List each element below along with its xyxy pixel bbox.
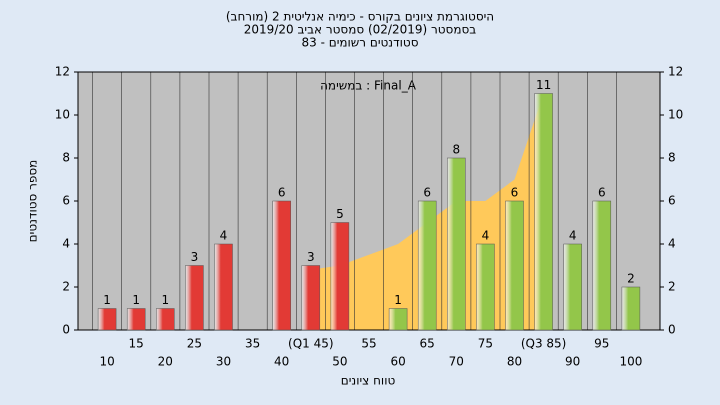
y-tick-label: 6 [668,194,676,208]
bar [156,308,175,331]
plot-border [77,71,661,331]
data-label: 6 [598,186,606,200]
y-axis-label: מספר סטודנטים [26,160,40,243]
x-tick-label: 90 [565,355,580,369]
data-label: 11 [536,78,551,92]
annotation: במשימה : Final_A [320,79,417,93]
y-tick-label: 2 [668,280,676,294]
data-label: 1 [103,293,111,307]
y-tick-label: 0 [668,323,676,337]
x-tick-label: 65 [420,337,435,351]
x-tick-label: 100 [619,355,642,369]
y-tick-label: 4 [668,237,676,251]
x-tick-label: 20 [158,355,173,369]
data-label: 3 [191,250,199,264]
bar [447,157,466,331]
bar [417,200,437,331]
x-tick-label: 50 [332,355,347,369]
y-tick-label: 8 [668,151,676,165]
bar [505,200,524,331]
chart-subtitle: בסמסטר (02/2019) סמסטר אביב 2019/20 [244,23,476,37]
data-label: 2 [627,272,635,286]
chart-subtitle: סטודנטים רשומים - 83 [301,36,418,50]
x-tick-label: 15 [129,337,144,351]
x-tick-label: 80 [507,355,522,369]
data-label: 4 [220,229,228,243]
y-tick-label: 8 [62,151,70,165]
data-label: 8 [452,143,460,157]
data-label: 6 [278,186,286,200]
bar [97,308,117,331]
x-tick-label: 25 [187,337,202,351]
bar [126,308,146,331]
bar [592,200,612,331]
bar [534,93,553,331]
x-tick-label: 60 [390,355,405,369]
x-tick-label: 75 [478,337,493,351]
bar [214,243,233,331]
data-label: 5 [336,207,344,221]
data-label: 6 [423,186,431,200]
y-tick-label: 2 [62,280,70,294]
y-tick-label: 12 [668,65,683,79]
bar [388,308,408,331]
y-tick-label: 0 [62,323,70,337]
y-tick-label: 10 [55,108,70,122]
x-tick-label: 95 [594,337,609,351]
bar [476,243,495,331]
data-label: 4 [569,229,577,243]
bar [301,265,321,331]
bar [185,265,204,331]
x-tick-label: 55 [361,337,376,351]
x-tick-label: 10 [99,355,114,369]
x-axis-label: טווח ציונים [341,374,396,388]
x-tick-label: (Q3 85) [521,337,567,351]
x-tick-label: 40 [274,355,289,369]
data-label: 1 [132,293,140,307]
bar [272,200,291,331]
x-tick-label: 70 [449,355,464,369]
data-label: 4 [482,229,490,243]
x-tick-label: (Q1 45) [288,337,334,351]
chart-title: (היסטוגרמת ציונים בקורס - כימיה אנליטית … [226,10,494,24]
x-tick-label: 35 [245,337,260,351]
data-label: 1 [394,293,402,307]
bar [563,243,582,331]
y-tick-label: 12 [55,65,70,79]
data-label: 1 [161,293,169,307]
data-label: 3 [307,250,315,264]
y-tick-label: 4 [62,237,70,251]
x-tick-label: 30 [216,355,231,369]
y-tick-label: 10 [668,108,683,122]
bar [621,286,641,331]
bar [330,222,350,331]
data-label: 6 [511,186,519,200]
y-tick-label: 6 [62,194,70,208]
